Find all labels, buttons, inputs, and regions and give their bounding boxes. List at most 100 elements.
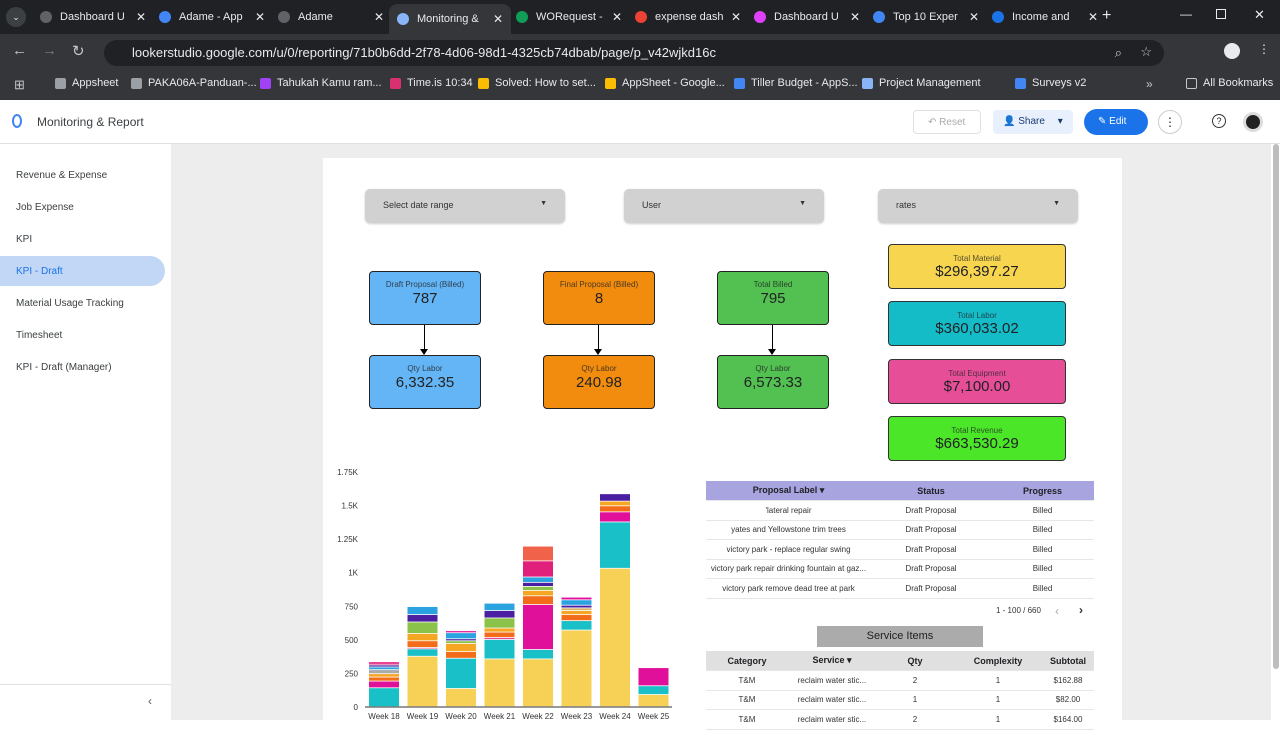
- address-bar[interactable]: lookerstudio.google.com/u/0/reporting/71…: [104, 40, 1164, 66]
- bar-segment[interactable]: [523, 582, 553, 587]
- bar-segment[interactable]: [561, 597, 592, 600]
- tab-close-icon[interactable]: ✕: [730, 10, 741, 24]
- collapse-nav-icon[interactable]: ‹: [148, 694, 152, 708]
- bar-segment[interactable]: [369, 665, 399, 667]
- bar-segment[interactable]: [600, 506, 630, 512]
- profile-avatar[interactable]: [1224, 43, 1240, 59]
- bar-segment[interactable]: [369, 681, 399, 688]
- browser-tab[interactable]: Adame - App ✕: [151, 4, 273, 30]
- bar-segment[interactable]: [561, 600, 592, 605]
- bar-segment[interactable]: [369, 667, 399, 670]
- bar-segment[interactable]: [600, 512, 630, 522]
- bar-segment[interactable]: [600, 522, 630, 568]
- nav-page-item[interactable]: Material Usage Tracking: [16, 298, 124, 309]
- bookmark-item[interactable]: Tiller Budget - AppS...: [734, 77, 858, 89]
- bar-segment[interactable]: [523, 546, 553, 561]
- table-row[interactable]: 'lateral repair Draft Proposal Billed: [706, 500, 1094, 521]
- bar-segment[interactable]: [369, 677, 399, 681]
- bookmark-item[interactable]: PAKA06A-Panduan-...: [131, 77, 257, 89]
- bar-segment[interactable]: [523, 649, 553, 659]
- menu-icon[interactable]: ⋮: [1258, 42, 1270, 56]
- browser-tab[interactable]: Dashboard U ✕: [746, 4, 868, 30]
- bar-segment[interactable]: [484, 639, 515, 659]
- bar-segment[interactable]: [484, 610, 515, 618]
- bar-segment[interactable]: [561, 610, 592, 615]
- bar-segment[interactable]: [600, 568, 630, 707]
- bar-segment[interactable]: [523, 577, 553, 582]
- close-window-button[interactable]: ✕: [1254, 7, 1265, 22]
- bar-segment[interactable]: [446, 631, 476, 633]
- nav-page-item[interactable]: Job Expense: [16, 202, 74, 213]
- table-row[interactable]: T&M reclaim water stic... 2 1 $162.88: [706, 670, 1094, 691]
- bar-segment[interactable]: [407, 606, 438, 615]
- zoom-icon[interactable]: ⌕: [1114, 45, 1122, 60]
- back-icon[interactable]: ←: [12, 42, 27, 59]
- bar-segment[interactable]: [561, 615, 592, 621]
- bar-segment[interactable]: [523, 586, 553, 591]
- column-header[interactable]: Status: [871, 481, 991, 501]
- bar-segment[interactable]: [369, 670, 399, 674]
- scrollbar[interactable]: [1273, 144, 1279, 669]
- bar-segment[interactable]: [561, 621, 592, 630]
- bar-segment[interactable]: [407, 641, 438, 648]
- bookmark-item[interactable]: AppSheet - Google...: [605, 77, 725, 89]
- bar-segment[interactable]: [561, 608, 592, 611]
- bar-segment[interactable]: [484, 603, 515, 611]
- help-icon[interactable]: ?: [1212, 114, 1226, 128]
- bar-segment[interactable]: [407, 647, 438, 649]
- tab-close-icon[interactable]: ✕: [373, 10, 384, 24]
- tab-close-icon[interactable]: ✕: [492, 12, 503, 26]
- bar-segment[interactable]: [407, 622, 438, 634]
- bar-segment[interactable]: [484, 618, 515, 628]
- nav-page-item[interactable]: Timesheet: [16, 330, 63, 341]
- bar-segment[interactable]: [446, 651, 476, 658]
- column-header[interactable]: Subtotal: [1042, 651, 1094, 671]
- column-header[interactable]: Complexity: [954, 651, 1042, 671]
- bookmark-item[interactable]: Tahukah Kamu ram...: [260, 77, 382, 89]
- column-header[interactable]: Qty: [876, 651, 954, 671]
- star-icon[interactable]: ☆: [1140, 44, 1152, 59]
- bar-segment[interactable]: [407, 649, 438, 656]
- bar-segment[interactable]: [600, 494, 630, 501]
- forward-icon[interactable]: →: [42, 42, 57, 59]
- bar-segment[interactable]: [523, 561, 553, 577]
- bookmark-item[interactable]: Project Management: [862, 77, 981, 89]
- browser-tab[interactable]: Monitoring & ✕: [389, 4, 511, 34]
- next-page-button[interactable]: ›: [1079, 603, 1083, 617]
- browser-tab[interactable]: Top 10 Exper ✕: [865, 4, 987, 30]
- nav-page-item[interactable]: Revenue & Expense: [16, 170, 108, 181]
- tab-close-icon[interactable]: ✕: [968, 10, 979, 24]
- bar-segment[interactable]: [561, 630, 592, 707]
- bar-segment[interactable]: [638, 686, 669, 695]
- reload-icon[interactable]: ↻: [72, 43, 85, 60]
- bar-segment[interactable]: [369, 688, 399, 707]
- tab-close-icon[interactable]: ✕: [1087, 10, 1098, 24]
- bookmark-item[interactable]: Solved: How to set...: [478, 77, 596, 89]
- bar-segment[interactable]: [407, 656, 438, 707]
- new-tab-button[interactable]: +: [1102, 7, 1112, 24]
- browser-tab[interactable]: Dashboard U ✕: [32, 4, 154, 30]
- bookmark-item[interactable]: Appsheet: [55, 77, 118, 89]
- tab-close-icon[interactable]: ✕: [135, 10, 146, 24]
- bar-segment[interactable]: [407, 633, 438, 641]
- restore-button[interactable]: [1216, 9, 1226, 19]
- bar-segment[interactable]: [446, 658, 476, 689]
- table-row[interactable]: victory park remove dead tree at park Dra…: [706, 578, 1094, 599]
- minimize-button[interactable]: —: [1180, 7, 1192, 21]
- bar-segment[interactable]: [407, 615, 438, 622]
- rates-filter[interactable]: rates ▼: [878, 189, 1078, 223]
- more-bookmarks-icon[interactable]: »: [1146, 77, 1153, 91]
- bar-segment[interactable]: [523, 604, 553, 650]
- column-header[interactable]: Progress: [991, 481, 1094, 501]
- bar-segment[interactable]: [446, 633, 476, 639]
- report-title[interactable]: Monitoring & Report: [37, 115, 144, 129]
- bar-segment[interactable]: [561, 605, 592, 608]
- bar-segment[interactable]: [523, 659, 553, 707]
- table-row[interactable]: victory park - replace regular swing Draf…: [706, 539, 1094, 560]
- browser-tab[interactable]: Adame ✕: [270, 4, 392, 30]
- bar-segment[interactable]: [638, 668, 669, 686]
- bar-segment[interactable]: [484, 628, 515, 632]
- date-range-filter[interactable]: Select date range ▼: [365, 189, 565, 223]
- bookmark-item[interactable]: Surveys v2: [1015, 77, 1086, 89]
- tab-close-icon[interactable]: ✕: [611, 10, 622, 24]
